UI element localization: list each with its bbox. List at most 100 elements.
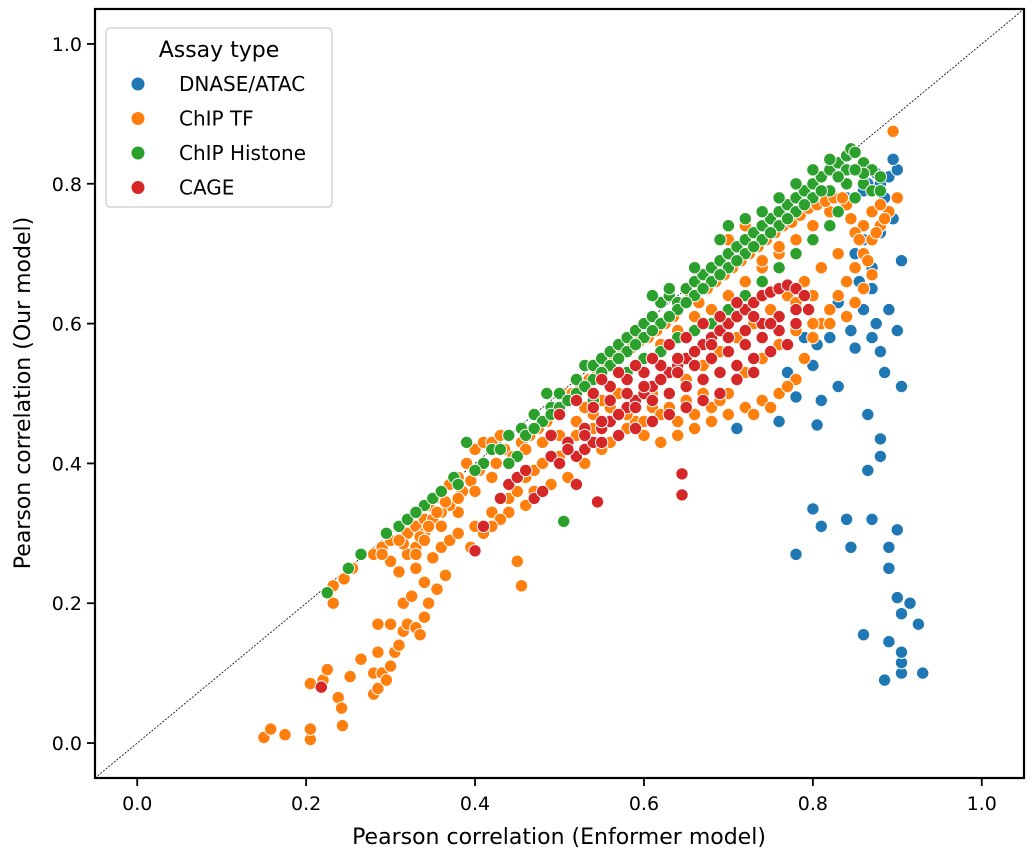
- data-point: [335, 718, 350, 733]
- legend-label: ChIP Histone: [179, 141, 306, 165]
- data-point: [730, 372, 744, 387]
- data-point: [721, 219, 736, 233]
- data-point: [675, 488, 689, 502]
- data-point: [877, 365, 892, 380]
- data-point: [869, 226, 883, 240]
- data-point: [354, 547, 368, 561]
- data-point: [493, 442, 508, 457]
- data-point: [379, 526, 394, 540]
- data-point: [687, 344, 702, 359]
- data-point: [730, 421, 744, 436]
- data-point: [730, 358, 744, 373]
- x-tick-label: 0.6: [629, 793, 659, 815]
- data-point: [476, 519, 491, 533]
- data-point: [713, 309, 727, 324]
- data-point: [916, 666, 930, 680]
- data-point: [763, 316, 778, 331]
- x-tick-label: 0.2: [291, 793, 321, 815]
- data-point: [704, 351, 719, 366]
- data-point: [886, 152, 900, 167]
- data-point: [578, 428, 592, 443]
- data-point: [886, 124, 900, 139]
- data-point: [468, 544, 482, 558]
- data-point: [586, 386, 600, 401]
- data-point: [844, 323, 858, 338]
- data-point: [882, 302, 896, 317]
- data-point: [687, 358, 702, 373]
- data-point: [780, 212, 795, 226]
- data-point: [848, 163, 862, 177]
- data-point: [848, 145, 862, 160]
- data-point: [421, 596, 436, 610]
- data-point: [810, 418, 824, 432]
- data-point: [603, 393, 617, 408]
- data-point: [852, 233, 866, 247]
- data-point: [738, 274, 752, 289]
- legend-marker: [130, 180, 146, 195]
- legend-marker: [130, 76, 146, 92]
- data-point: [738, 323, 752, 338]
- data-point: [645, 414, 660, 429]
- data-point: [831, 205, 845, 219]
- data-point: [392, 638, 406, 652]
- data-point: [405, 589, 419, 603]
- data-point: [662, 386, 676, 401]
- data-point: [780, 337, 795, 352]
- data-point: [814, 519, 828, 533]
- data-point: [519, 463, 533, 478]
- data-point: [772, 191, 786, 205]
- data-point: [628, 400, 643, 415]
- data-point: [662, 337, 676, 352]
- data-point: [413, 628, 427, 642]
- legend-label: ChIP TF: [179, 107, 254, 131]
- data-point: [755, 274, 769, 289]
- data-point: [789, 316, 803, 331]
- data-point: [611, 407, 626, 422]
- data-point: [894, 254, 909, 268]
- data-point: [468, 484, 482, 499]
- data-point: [485, 470, 499, 485]
- y-tick-label: 0.6: [52, 314, 82, 336]
- data-point: [438, 568, 453, 582]
- data-point: [645, 393, 660, 408]
- data-point: [417, 575, 432, 589]
- data-point: [451, 477, 465, 492]
- data-point: [654, 435, 668, 450]
- data-point: [527, 421, 541, 436]
- data-point: [434, 484, 448, 499]
- data-point: [789, 302, 803, 317]
- data-point: [679, 330, 693, 345]
- data-point: [552, 456, 567, 471]
- data-point: [645, 351, 660, 366]
- data-point: [772, 240, 786, 254]
- x-axis-label: Pearson correlation (Enformer model): [352, 825, 766, 850]
- data-point: [561, 442, 575, 457]
- y-axis-label: Pearson correlation (Our model): [11, 217, 36, 569]
- legend-box: [105, 27, 333, 208]
- data-point: [679, 295, 693, 310]
- data-point: [856, 628, 871, 642]
- data-point: [894, 379, 909, 394]
- data-point: [628, 358, 643, 373]
- data-point: [426, 551, 440, 565]
- data-point: [544, 428, 558, 443]
- data-point: [747, 407, 761, 422]
- x-tick-label: 0.0: [122, 793, 152, 815]
- data-point: [882, 635, 896, 649]
- data-point: [662, 309, 676, 324]
- data-point: [713, 268, 727, 282]
- data-point: [869, 316, 883, 331]
- data-point: [620, 386, 634, 401]
- series-4-points: [314, 278, 816, 694]
- data-point: [343, 669, 357, 684]
- data-point: [831, 379, 845, 394]
- data-point: [877, 673, 892, 687]
- x-tick-label: 1.0: [967, 793, 997, 815]
- data-point: [747, 240, 761, 254]
- x-tick-label: 0.8: [798, 793, 828, 815]
- data-point: [721, 330, 736, 345]
- data-point: [755, 254, 769, 268]
- data-point: [341, 561, 356, 575]
- data-point: [882, 561, 896, 575]
